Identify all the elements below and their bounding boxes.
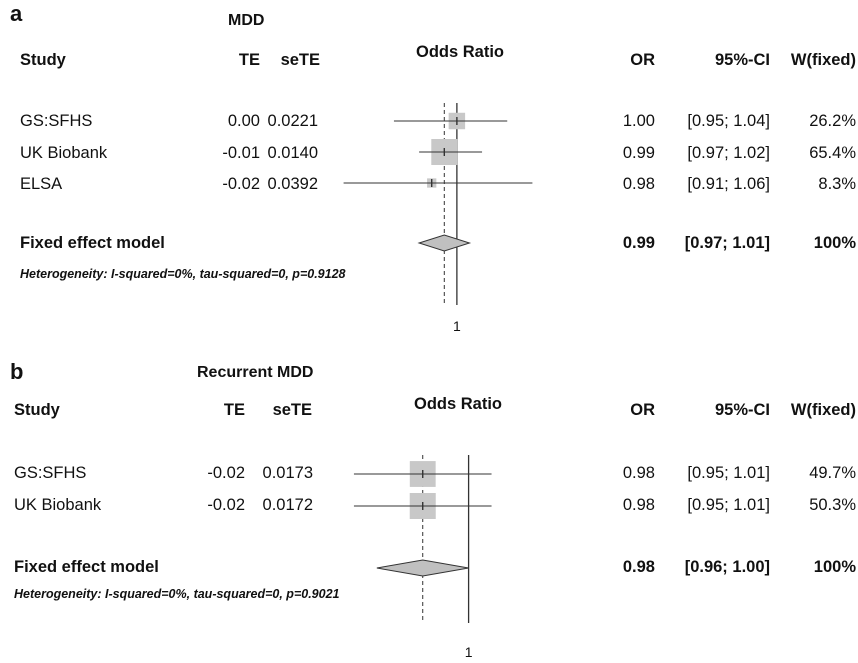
study-name: UK Biobank bbox=[14, 496, 102, 514]
study-weight: 65.4% bbox=[809, 144, 856, 162]
pooled-label: Fixed effect model bbox=[14, 558, 159, 576]
pooled-diamond bbox=[376, 559, 469, 577]
heterogeneity-text: Heterogeneity: I-squared=0%, tau-squared… bbox=[14, 587, 340, 601]
study-te: -0.02 bbox=[222, 175, 260, 193]
study-sete: 0.0172 bbox=[262, 496, 313, 514]
study-weight: 26.2% bbox=[809, 112, 856, 130]
study-or: 0.98 bbox=[622, 175, 655, 193]
header-ci: 95%-CI bbox=[714, 401, 770, 419]
study-weight: 50.3% bbox=[809, 496, 856, 514]
study-ci: [0.95; 1.01] bbox=[687, 496, 770, 514]
study-te: 0.00 bbox=[227, 112, 260, 130]
heterogeneity-text: Heterogeneity: I-squared=0%, tau-squared… bbox=[20, 267, 346, 281]
study-te: -0.02 bbox=[207, 496, 245, 514]
study-or: 0.99 bbox=[622, 144, 655, 162]
study-sete: 0.0221 bbox=[267, 112, 318, 130]
study-sete: 0.0173 bbox=[262, 464, 313, 482]
pooled-or: 0.99 bbox=[622, 234, 655, 252]
study-te: -0.01 bbox=[222, 144, 260, 162]
axis-tick-label: 1 bbox=[465, 644, 473, 660]
axis-tick-label: 1 bbox=[453, 318, 461, 334]
pooled-label: Fixed effect model bbox=[20, 234, 165, 252]
pooled-ci: [0.96; 1.00] bbox=[684, 558, 770, 576]
study-name: GS:SFHS bbox=[14, 464, 87, 482]
study-te: -0.02 bbox=[207, 464, 245, 482]
header-sete: seTE bbox=[280, 51, 320, 69]
forest-plot-b-graphics: 1 bbox=[353, 455, 492, 660]
header-or: OR bbox=[630, 401, 655, 419]
study-or: 0.98 bbox=[622, 464, 655, 482]
panel-title: Recurrent MDD bbox=[197, 364, 314, 381]
study-name: UK Biobank bbox=[20, 144, 108, 162]
header-te: TE bbox=[223, 401, 245, 419]
header-odds-ratio: Odds Ratio bbox=[416, 43, 505, 61]
pooled-or: 0.98 bbox=[622, 558, 655, 576]
study-sete: 0.0392 bbox=[267, 175, 318, 193]
pooled-diamond bbox=[417, 234, 472, 252]
header-odds-ratio: Odds Ratio bbox=[414, 395, 503, 413]
header-ci: 95%-CI bbox=[714, 51, 770, 69]
forest-plot-panel-b: 1 b Recurrent MDD Study TE seTE Odds Rat… bbox=[0, 355, 858, 663]
study-ci: [0.95; 1.04] bbox=[687, 112, 770, 130]
pooled-weight: 100% bbox=[813, 558, 856, 576]
study-sete: 0.0140 bbox=[267, 144, 318, 162]
study-ci: [0.97; 1.02] bbox=[687, 144, 770, 162]
forest-plot-panel-a: 1 a MDD Study TE seTE Odds Ratio OR 95%-… bbox=[10, 1, 856, 335]
header-te: TE bbox=[238, 51, 260, 69]
pooled-weight: 100% bbox=[813, 234, 856, 252]
study-weight: 8.3% bbox=[818, 175, 856, 193]
header-weight: W(fixed) bbox=[790, 51, 856, 69]
study-ci: [0.91; 1.06] bbox=[687, 175, 770, 193]
header-weight: W(fixed) bbox=[790, 401, 856, 419]
study-ci: [0.95; 1.01] bbox=[687, 464, 770, 482]
panel-letter: b bbox=[10, 359, 24, 384]
forest-plot-a-graphics: 1 bbox=[343, 103, 533, 334]
study-weight: 49.7% bbox=[809, 464, 856, 482]
header-study: Study bbox=[20, 51, 66, 69]
panel-letter: a bbox=[10, 1, 23, 26]
pooled-ci: [0.97; 1.01] bbox=[684, 234, 770, 252]
header-or: OR bbox=[630, 51, 655, 69]
header-study: Study bbox=[14, 401, 60, 419]
study-or: 0.98 bbox=[622, 496, 655, 514]
header-sete: seTE bbox=[272, 401, 312, 419]
panel-title: MDD bbox=[228, 12, 265, 29]
study-or: 1.00 bbox=[622, 112, 655, 130]
study-name: GS:SFHS bbox=[20, 112, 93, 130]
study-name: ELSA bbox=[20, 175, 63, 193]
